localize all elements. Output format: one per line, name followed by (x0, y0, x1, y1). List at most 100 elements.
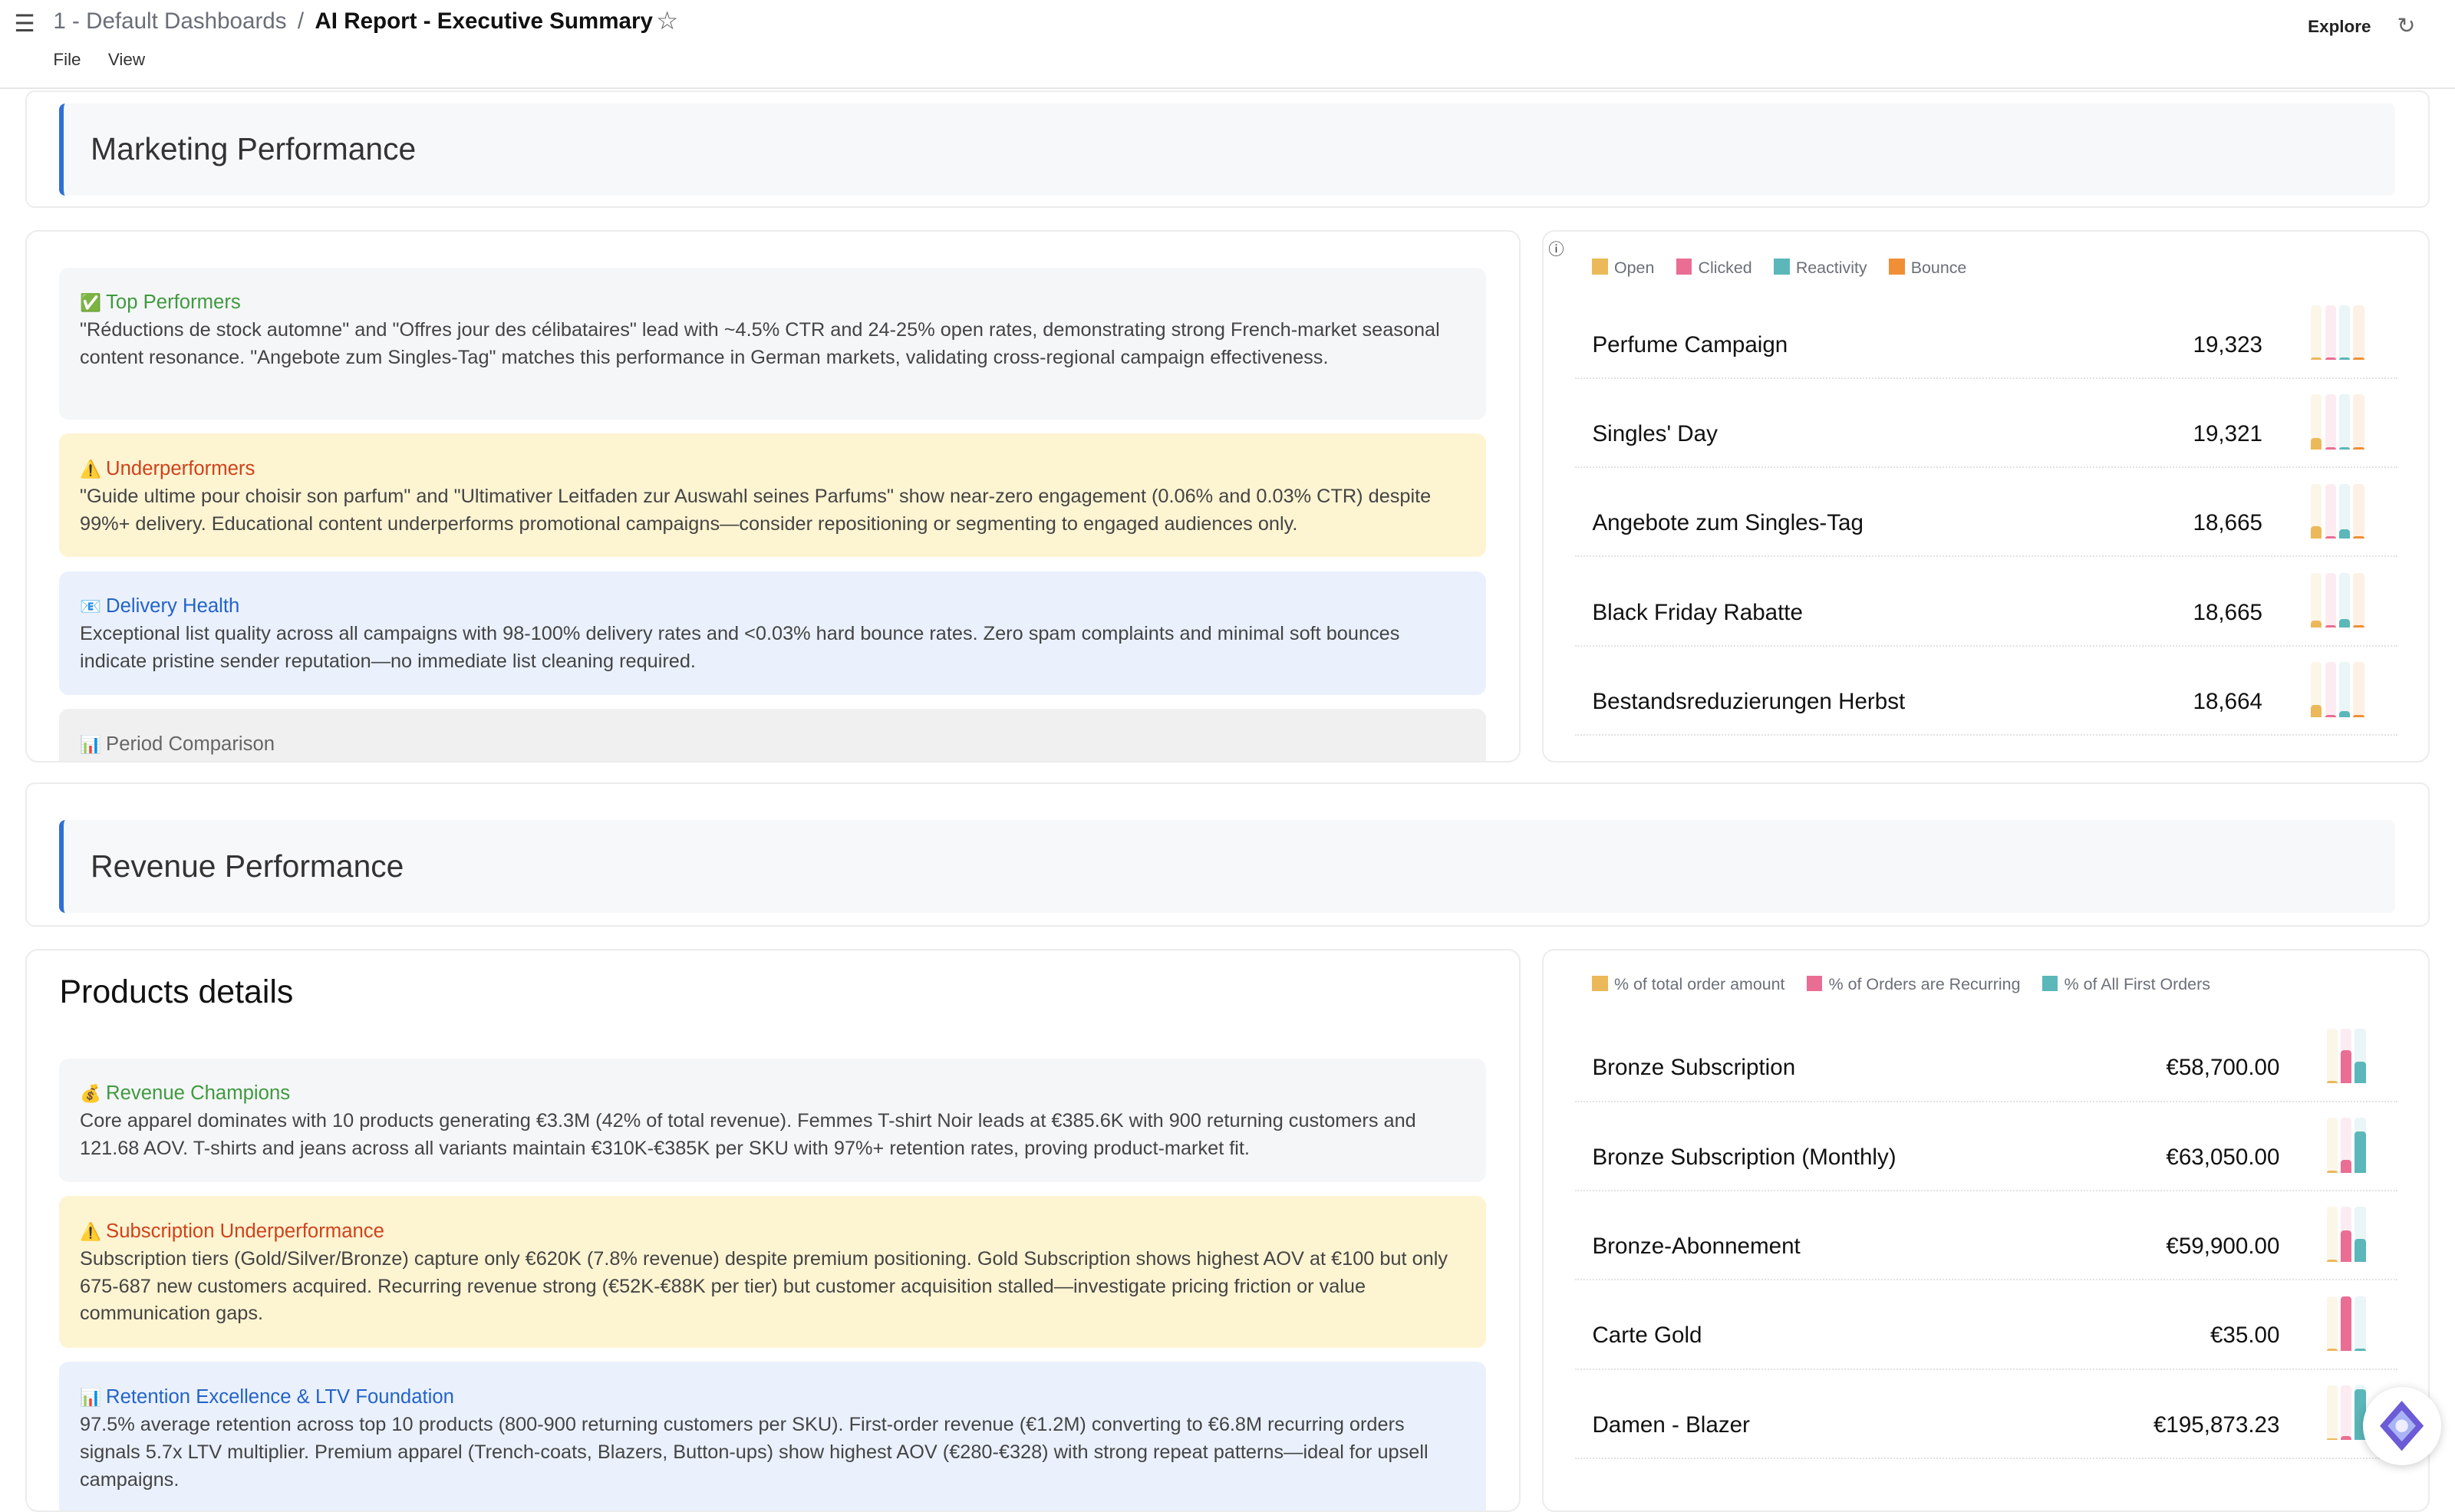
list-row[interactable]: Damen - Blazer €195,873.23 (1575, 1370, 2397, 1459)
hamburger-menu-icon[interactable]: ☰ (14, 11, 35, 38)
info-icon[interactable]: ⓘ (1548, 242, 1564, 259)
bar-fill (2354, 1061, 2366, 1084)
bar-fill (2311, 438, 2322, 450)
menu-view[interactable]: View (107, 50, 146, 70)
bar-track (2340, 1385, 2352, 1441)
insight-icon: ⚠️ (80, 1221, 101, 1241)
bar-track (2353, 572, 2364, 628)
legend-swatch (1889, 259, 1905, 275)
bar-fill (2340, 1296, 2352, 1352)
insight-title: 📊 Retention Excellence & LTV Foundation (80, 1384, 1465, 1412)
insight-icon: 📊 (80, 1388, 101, 1407)
insight-icon: 📧 (80, 597, 101, 617)
insight-title: ✅ Top Performers (80, 289, 1465, 317)
row-value: €58,700.00 (2166, 1055, 2280, 1081)
row-name: Bronze Subscription (Monthly) (1592, 1144, 1896, 1170)
section-title: Marketing Performance (59, 103, 2396, 196)
bar-track (2326, 1296, 2338, 1352)
legend-swatch (1592, 259, 1608, 275)
insight-icon: 💰 (80, 1084, 101, 1104)
refresh-icon[interactable]: ↻ (2397, 14, 2416, 39)
bar-fill (2311, 704, 2322, 717)
bar-fill (2353, 446, 2364, 450)
bar-track (2325, 572, 2336, 628)
legend-item: Reactivity (1774, 259, 1867, 278)
row-value: 18,664 (2193, 688, 2262, 714)
list-row[interactable]: Perfume Campaign 19,323 (1575, 289, 2397, 379)
list-row[interactable]: Angebote zum Singles-Tag 18,665 (1575, 468, 2397, 558)
row-value: 18,665 (2193, 510, 2262, 536)
menu-file[interactable]: File (53, 50, 81, 70)
insight-title-text: Revenue Champions (106, 1082, 291, 1105)
bar-fill (2325, 536, 2336, 539)
bar-track (2340, 1207, 2352, 1262)
bar-track (2354, 1028, 2366, 1084)
row-mini-chart (2326, 1028, 2366, 1084)
insight-title-text: Period Comparison (106, 733, 275, 755)
list-row[interactable]: Bronze Subscription €58,700.00 (1575, 1013, 2397, 1102)
bar-fill (2326, 1081, 2338, 1084)
insight-box: ✅ Top Performers "Réductions de stock auto… (59, 267, 1486, 420)
star-icon[interactable]: ☆ (656, 6, 679, 35)
bar-fill (2311, 357, 2322, 361)
legend-swatch (1774, 259, 1790, 275)
row-name: Black Friday Rabatte (1592, 599, 1803, 625)
explore-button[interactable]: Explore (2308, 17, 2371, 37)
insight-title-text: Delivery Health (106, 595, 240, 618)
marketing-section-header: Marketing Performance (25, 91, 2430, 209)
list-row[interactable]: Bronze-Abonnement €59,900.00 (1575, 1191, 2397, 1281)
marketing-insights-card: ✅ Top Performers "Réductions de stock auto… (25, 229, 1521, 763)
row-mini-chart (2311, 483, 2364, 539)
ai-assistant-button[interactable] (2362, 1387, 2441, 1466)
bar-fill (2325, 714, 2336, 717)
bar-fill (2353, 357, 2364, 361)
bar-track (2338, 483, 2351, 539)
card-title: Products details (59, 973, 294, 1011)
list-row[interactable]: Carte Gold €35.00 (1575, 1280, 2397, 1370)
bar-fill (2325, 625, 2336, 628)
bar-track (2311, 305, 2322, 361)
bar-track (2311, 483, 2322, 539)
list-row[interactable]: Bronze Subscription (Monthly) €63,050.00 (1575, 1102, 2397, 1191)
list-row[interactable]: Singles' Day 19,321 (1575, 379, 2397, 469)
bar-fill (2311, 621, 2322, 628)
insight-icon: 📊 (80, 734, 101, 754)
bar-fill (2353, 714, 2364, 717)
insight-title: ⚠️ Subscription Underperformance (80, 1218, 1465, 1246)
row-mini-chart (2311, 572, 2364, 628)
legend-swatch (1676, 259, 1692, 275)
bar-track (2338, 662, 2351, 717)
bar-fill (2325, 446, 2336, 450)
bar-track (2354, 1296, 2366, 1352)
breadcrumb-parent[interactable]: 1 - Default Dashboards (53, 8, 287, 35)
row-mini-chart (2326, 1118, 2366, 1173)
insight-title: 📊 Period Comparison (80, 731, 1465, 759)
row-name: Singles' Day (1592, 420, 1718, 446)
bar-fill (2326, 1349, 2338, 1352)
legend-item: % of total order amount (1592, 975, 1785, 994)
row-value: €63,050.00 (2166, 1144, 2280, 1170)
insight-title-text: Underperformers (106, 457, 255, 479)
list-row[interactable]: Black Friday Rabatte 18,665 (1575, 557, 2397, 647)
chart-legend: % of total order amount % of Orders are R… (1592, 975, 2210, 994)
list-row[interactable]: Bestandsreduzierungen Herbst 18,664 (1575, 647, 2397, 736)
insight-text: Subscription tiers (Gold/Silver/Bronze) … (80, 1247, 1448, 1325)
insight-text: "Réductions de stock automne" and "Offre… (80, 319, 1440, 369)
row-value: 19,321 (2193, 420, 2262, 446)
insight-title: 📧 Delivery Health (80, 593, 1465, 621)
insight-title: ⚠️ Underperformers (80, 456, 1465, 483)
insight-icon: ⚠️ (80, 459, 101, 479)
insight-text: Core apparel dominates with 10 products … (80, 1110, 1416, 1159)
bar-fill (2340, 1230, 2352, 1262)
insight-box: 📧 Delivery Health Exceptional list quality… (59, 571, 1486, 696)
bar-fill (2354, 1238, 2366, 1262)
row-value: €35.00 (2210, 1323, 2280, 1349)
insight-box: 📊 Period Comparison (59, 709, 1486, 761)
bar-fill (2326, 1259, 2338, 1262)
bar-track (2326, 1207, 2338, 1262)
row-value: 18,665 (2193, 599, 2262, 625)
row-name: Bronze Subscription (1592, 1055, 1796, 1081)
legend-label: Open (1614, 258, 1655, 277)
legend-item: Clicked (1676, 259, 1752, 278)
bar-track (2325, 662, 2336, 717)
